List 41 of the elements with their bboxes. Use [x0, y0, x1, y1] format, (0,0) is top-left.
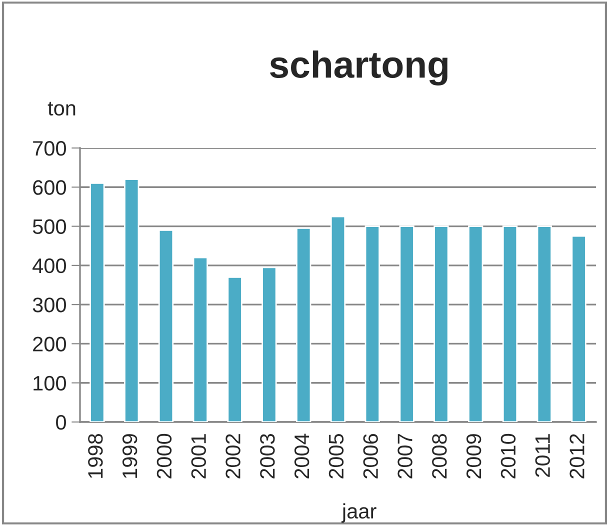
- bar: [468, 226, 484, 422]
- y-axis-title: ton: [48, 102, 76, 116]
- x-tick-label: 2006: [363, 434, 378, 478]
- x-tick-label: 2007: [398, 434, 412, 478]
- x-tick-label: 1999: [122, 434, 138, 478]
- x-tick-label: 2011: [535, 434, 550, 477]
- x-tick-label: 2008: [432, 434, 447, 478]
- bar: [502, 226, 518, 422]
- bar: [434, 226, 449, 422]
- x-axis-title: jaar: [341, 503, 376, 523]
- bar: [192, 256, 208, 422]
- bar: [158, 230, 174, 422]
- chart-title: schartong: [270, 50, 448, 86]
- y-tick-label: 500: [32, 219, 66, 234]
- x-tick-label: 2005: [328, 434, 344, 478]
- bar: [90, 182, 105, 422]
- y-tick-label: 400: [32, 258, 66, 274]
- bar: [536, 226, 552, 422]
- y-tick-label: 0: [56, 415, 66, 430]
- x-tick-label: 2004: [294, 434, 310, 478]
- x-tick-label: 2001: [191, 434, 206, 478]
- x-tick-label: 2003: [260, 434, 275, 478]
- bar: [296, 228, 312, 422]
- x-tick-label: 2002: [226, 434, 240, 478]
- y-tick-label: 100: [34, 376, 66, 391]
- x-tick-label: 2010: [500, 434, 516, 478]
- y-tick-label: 600: [33, 180, 66, 195]
- bar: [571, 235, 586, 422]
- x-tick-label: 2000: [156, 434, 172, 478]
- bar: [364, 226, 380, 422]
- bar: [330, 216, 346, 422]
- bar: [124, 178, 140, 422]
- x-tick-label: 2012: [570, 434, 584, 478]
- y-tick-label: 700: [33, 141, 66, 156]
- y-tick-label: 300: [32, 298, 66, 312]
- x-tick-label: 1998: [88, 434, 103, 478]
- bar: [262, 266, 277, 422]
- bar: [399, 226, 414, 422]
- x-tick-label: 2009: [466, 434, 482, 478]
- bar: [227, 276, 242, 422]
- y-tick-label: 200: [33, 336, 66, 352]
